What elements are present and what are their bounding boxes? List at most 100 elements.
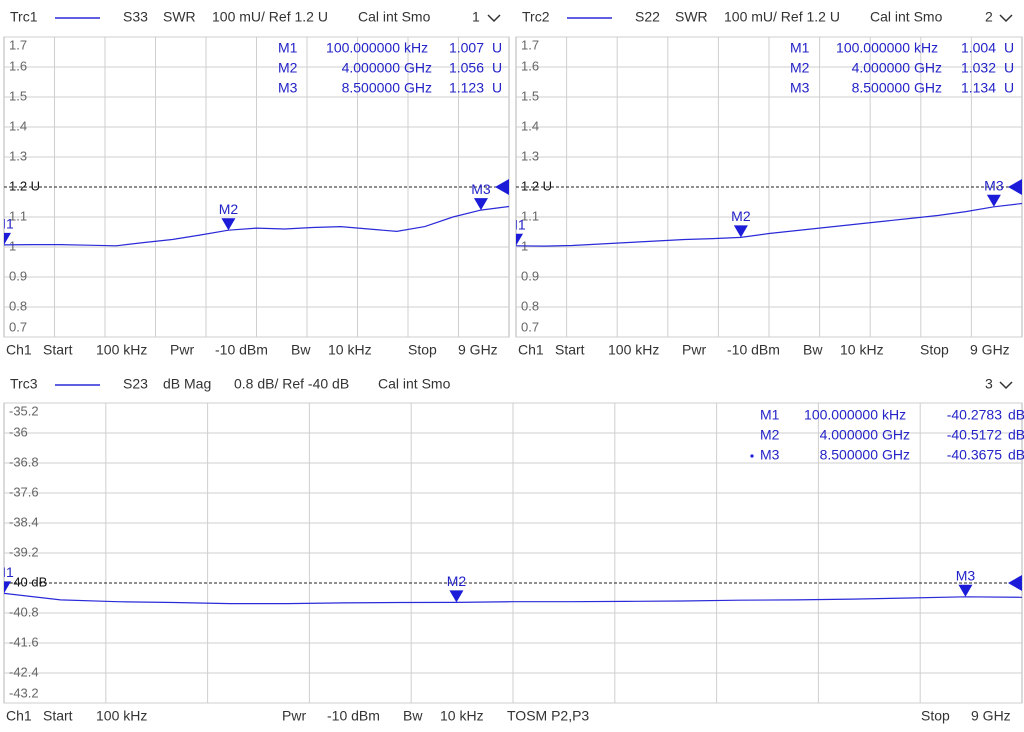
header-parameter: S22 bbox=[635, 9, 660, 25]
marker-table-value-unit: U bbox=[1004, 60, 1014, 76]
marker-table-freq-unit: GHz bbox=[882, 447, 910, 463]
marker-table-name: M1 bbox=[760, 407, 780, 423]
footer-item: Bw bbox=[803, 342, 823, 358]
header-format: SWR bbox=[163, 9, 196, 25]
active-marker-dot bbox=[750, 454, 754, 458]
y-tick-label: 1.7 bbox=[521, 37, 539, 52]
y-tick-label: -36.8 bbox=[9, 454, 39, 469]
marker-table-freq-unit: GHz bbox=[882, 427, 910, 443]
marker-table-name: M2 bbox=[760, 427, 780, 443]
y-tick-label: -40.8 bbox=[9, 604, 39, 619]
marker-table-value: 1.007 bbox=[449, 40, 484, 56]
marker-triangle bbox=[986, 194, 1001, 207]
footer-item: Start bbox=[43, 342, 73, 358]
header-parameter: S23 bbox=[123, 376, 148, 392]
marker-table-freq-unit: GHz bbox=[404, 60, 432, 76]
y-tick-label: 1.6 bbox=[9, 58, 27, 73]
y-tick-label: -42.4 bbox=[9, 664, 39, 679]
marker-triangle bbox=[221, 218, 236, 231]
header-cal: Cal int Smo bbox=[870, 9, 943, 25]
footer-item: Ch1 bbox=[6, 708, 32, 724]
marker-table-freq: 8.500000 bbox=[852, 80, 911, 96]
marker-label: M2 bbox=[731, 208, 751, 224]
marker-triangle bbox=[473, 198, 488, 211]
footer-item: -10 dBm bbox=[215, 342, 268, 358]
footer-item: 100 kHz bbox=[96, 342, 147, 358]
marker-table-value-unit: U bbox=[1004, 80, 1014, 96]
window-menu[interactable] bbox=[999, 14, 1013, 23]
footer-item: 9 GHz bbox=[970, 342, 1010, 358]
footer-item: Start bbox=[555, 342, 585, 358]
marker-table-freq: 4.000000 bbox=[342, 60, 401, 76]
marker-triangle bbox=[516, 233, 523, 246]
marker-triangle bbox=[4, 232, 11, 245]
y-tick-label: -41.6 bbox=[9, 634, 39, 649]
marker-table-freq: 100.000000 bbox=[326, 40, 400, 56]
footer-item: 100 kHz bbox=[96, 708, 147, 724]
marker-label: M1 bbox=[506, 217, 526, 233]
marker-table-value: 1.004 bbox=[961, 40, 996, 56]
y-tick-label: -37.6 bbox=[9, 484, 39, 499]
marker-table-freq-unit: GHz bbox=[404, 80, 432, 96]
marker-table-value-unit: U bbox=[492, 60, 502, 76]
reference-arrow bbox=[1008, 575, 1022, 591]
marker-table-value-unit: U bbox=[492, 40, 502, 56]
footer-item: Start bbox=[43, 708, 73, 724]
y-tick-label: -36 bbox=[9, 424, 28, 439]
marker-table-freq-unit: GHz bbox=[914, 80, 942, 96]
marker-table-name: M3 bbox=[790, 80, 810, 96]
marker-table-name: M3 bbox=[278, 80, 298, 96]
y-tick-label: -35.2 bbox=[9, 403, 39, 418]
marker-label: M3 bbox=[471, 181, 491, 197]
trace-line bbox=[4, 205, 509, 247]
marker-table-name: M3 bbox=[760, 447, 780, 463]
window-menu[interactable] bbox=[999, 381, 1013, 390]
marker-label: M3 bbox=[984, 178, 1004, 194]
marker-table-freq: 100.000000 bbox=[836, 40, 910, 56]
marker-label: M2 bbox=[447, 573, 467, 589]
marker-table-freq-unit: kHz bbox=[914, 40, 938, 56]
y-tick-label: 1 bbox=[9, 238, 16, 253]
footer-item: 100 kHz bbox=[608, 342, 659, 358]
marker-triangle bbox=[449, 590, 464, 603]
footer-item: Pwr bbox=[170, 342, 194, 358]
footer-item: Bw bbox=[291, 342, 311, 358]
trace-line bbox=[516, 202, 1022, 247]
y-tick-label: 1.2 U bbox=[521, 178, 552, 193]
marker-table-freq-unit: kHz bbox=[882, 407, 906, 423]
header-trace: Trc1 bbox=[10, 9, 38, 25]
marker-table-freq: 100.000000 bbox=[804, 407, 878, 423]
trace-group: M1 M2 M3 bbox=[0, 181, 509, 247]
reference-arrow bbox=[495, 179, 509, 195]
header-trace: Trc3 bbox=[10, 376, 38, 392]
footer-item: 9 GHz bbox=[971, 708, 1011, 724]
footer-item: 10 kHz bbox=[440, 708, 484, 724]
marker-table-value: 1.032 bbox=[961, 60, 996, 76]
y-tick-label: 0.9 bbox=[521, 268, 539, 283]
marker-table-value-unit: U bbox=[1004, 40, 1014, 56]
marker-table-freq: 4.000000 bbox=[820, 427, 879, 443]
marker-table-value: 1.056 bbox=[449, 60, 484, 76]
marker-table-value: -40.2783 bbox=[947, 407, 1002, 423]
marker-table-freq: 4.000000 bbox=[852, 60, 911, 76]
footer-item: -10 dBm bbox=[727, 342, 780, 358]
trace-group: M1 M2 M3 bbox=[0, 564, 1022, 605]
marker-triangle bbox=[958, 584, 973, 597]
footer-item: Stop bbox=[408, 342, 437, 358]
header-scale: 100 mU/ Ref 1.2 U bbox=[724, 9, 840, 25]
window-menu[interactable] bbox=[487, 14, 501, 23]
y-tick-label: 1.1 bbox=[521, 208, 539, 223]
header-window: 3 bbox=[985, 376, 993, 392]
footer-item: Stop bbox=[920, 342, 949, 358]
y-tick-label: 0.9 bbox=[9, 268, 27, 283]
y-tick-label: 1.4 bbox=[521, 118, 539, 133]
header-format: SWR bbox=[675, 9, 708, 25]
marker-label: M1 bbox=[0, 564, 14, 580]
trace-line bbox=[4, 592, 1022, 605]
header-scale: 0.8 dB/ Ref -40 dB bbox=[234, 376, 349, 392]
marker-table-value-unit: dB bbox=[1008, 427, 1024, 443]
marker-label: M1 bbox=[0, 216, 14, 232]
y-tick-label: 0.8 bbox=[9, 298, 27, 313]
marker-table-value-unit: dB bbox=[1008, 407, 1024, 423]
